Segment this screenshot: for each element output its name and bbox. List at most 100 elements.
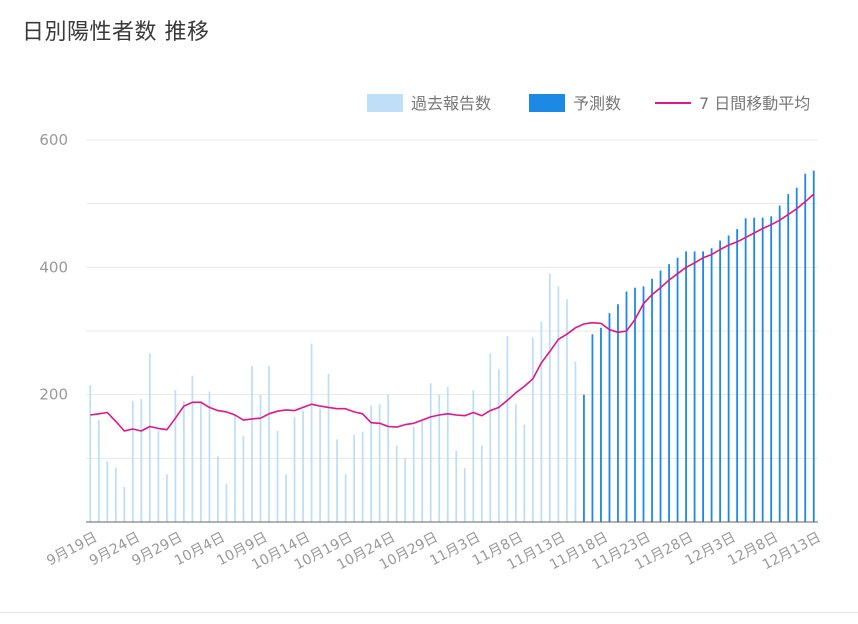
- reported-bar: [200, 401, 202, 522]
- reported-bar: [310, 343, 313, 522]
- reported-bar: [191, 375, 194, 522]
- forecast-bar: [719, 240, 722, 523]
- page-title: 日別陽性者数 推移: [22, 20, 210, 45]
- forecast-bar: [693, 251, 696, 522]
- forecast-bar: [795, 187, 798, 522]
- x-axis-ticks: 9月19日9月24日9月29日10月4日10月9日10月14日10月19日10月…: [44, 529, 823, 573]
- grid-lines: [86, 139, 818, 459]
- reported-bar: [225, 483, 228, 522]
- legend-swatch-reported: [367, 94, 403, 112]
- forecast-bar: [625, 291, 628, 522]
- forecast-bar: [651, 278, 653, 522]
- reported-bar: [480, 445, 483, 522]
- reported-bar: [548, 273, 551, 522]
- forecast-bar: [685, 251, 687, 522]
- legend-label-average: 7 日間移動平均: [699, 94, 810, 113]
- reported-bar: [378, 404, 381, 522]
- reported-bar: [370, 405, 373, 522]
- legend-swatch-forecast: [529, 94, 565, 112]
- forecast-bar: [736, 229, 739, 522]
- reported-bar: [455, 450, 458, 522]
- legend: 過去報告数 予測数 7 日間移動平均: [367, 94, 810, 113]
- y-tick-label: 200: [39, 386, 68, 404]
- reported-bar: [395, 445, 398, 522]
- reported-bar: [344, 474, 347, 522]
- forecast-bar: [617, 304, 619, 522]
- reported-bar: [165, 474, 168, 522]
- reported-bar: [472, 390, 475, 522]
- reported-bar: [429, 383, 432, 522]
- reported-bar: [302, 410, 304, 522]
- reported-bar: [114, 467, 117, 522]
- bars: [89, 170, 815, 523]
- reported-bar: [285, 474, 287, 522]
- reported-bar: [131, 401, 134, 522]
- reported-bar: [97, 420, 100, 522]
- reported-bar: [404, 458, 407, 522]
- forecast-bar: [787, 194, 790, 522]
- reported-bar: [276, 430, 279, 522]
- reported-bar: [489, 353, 492, 522]
- forecast-bar: [642, 286, 645, 522]
- reported-bar: [446, 387, 449, 522]
- y-tick-label: 400: [39, 258, 68, 276]
- reported-bar: [557, 286, 560, 522]
- forecast-bar: [591, 334, 594, 522]
- reported-bar: [259, 394, 262, 522]
- reported-bar: [540, 321, 543, 522]
- reported-bar: [157, 430, 160, 522]
- forecast-bar: [770, 216, 773, 522]
- forecast-bar: [727, 235, 730, 522]
- y-tick-label: 600: [39, 131, 68, 149]
- reported-bar: [174, 390, 177, 522]
- reported-bar: [506, 336, 509, 522]
- reported-bar: [514, 404, 517, 522]
- reported-bar: [531, 337, 534, 522]
- reported-bar: [319, 408, 321, 522]
- forecast-bar: [583, 394, 585, 522]
- reported-bar: [353, 434, 356, 522]
- reported-bar: [361, 431, 364, 522]
- reported-bar: [89, 385, 92, 522]
- reported-bar: [412, 426, 415, 522]
- legend-label-reported: 過去報告数: [411, 94, 491, 113]
- reported-bar: [242, 436, 245, 522]
- forecast-bar: [668, 264, 670, 522]
- reported-bar: [336, 439, 338, 522]
- forecast-bar: [812, 170, 815, 522]
- reported-bar: [293, 416, 296, 522]
- reported-bar: [497, 369, 500, 522]
- reported-bar: [327, 373, 330, 522]
- reported-bar: [566, 299, 568, 522]
- reported-bar: [574, 361, 577, 522]
- bottom-divider: [0, 612, 858, 613]
- forecast-bar: [702, 251, 704, 522]
- reported-bar: [387, 394, 390, 522]
- reported-bar: [123, 486, 126, 522]
- reported-bar: [217, 456, 219, 522]
- reported-bar: [463, 467, 466, 522]
- legend-label-forecast: 予測数: [573, 94, 621, 113]
- forecast-bar: [608, 313, 611, 522]
- moving-average-line: [90, 193, 815, 432]
- reported-bar: [234, 415, 236, 522]
- forecast-bar: [676, 257, 679, 522]
- moving-average-line-group: [90, 193, 815, 432]
- reported-bar: [208, 391, 211, 522]
- forecast-bar: [778, 205, 781, 522]
- forecast-bar: [804, 173, 807, 522]
- reported-bar: [268, 366, 270, 522]
- reported-bar: [251, 366, 253, 522]
- reported-bar: [523, 424, 526, 522]
- forecast-bar: [710, 248, 713, 522]
- reported-bar: [182, 401, 185, 522]
- forecast-bar: [753, 217, 756, 522]
- forecast-bar: [659, 270, 662, 522]
- y-axis-ticks: 200 400 600: [39, 131, 68, 404]
- reported-bar: [438, 394, 441, 522]
- reported-bar: [140, 399, 143, 522]
- forecast-bar: [761, 217, 764, 522]
- forecast-bar: [634, 287, 636, 522]
